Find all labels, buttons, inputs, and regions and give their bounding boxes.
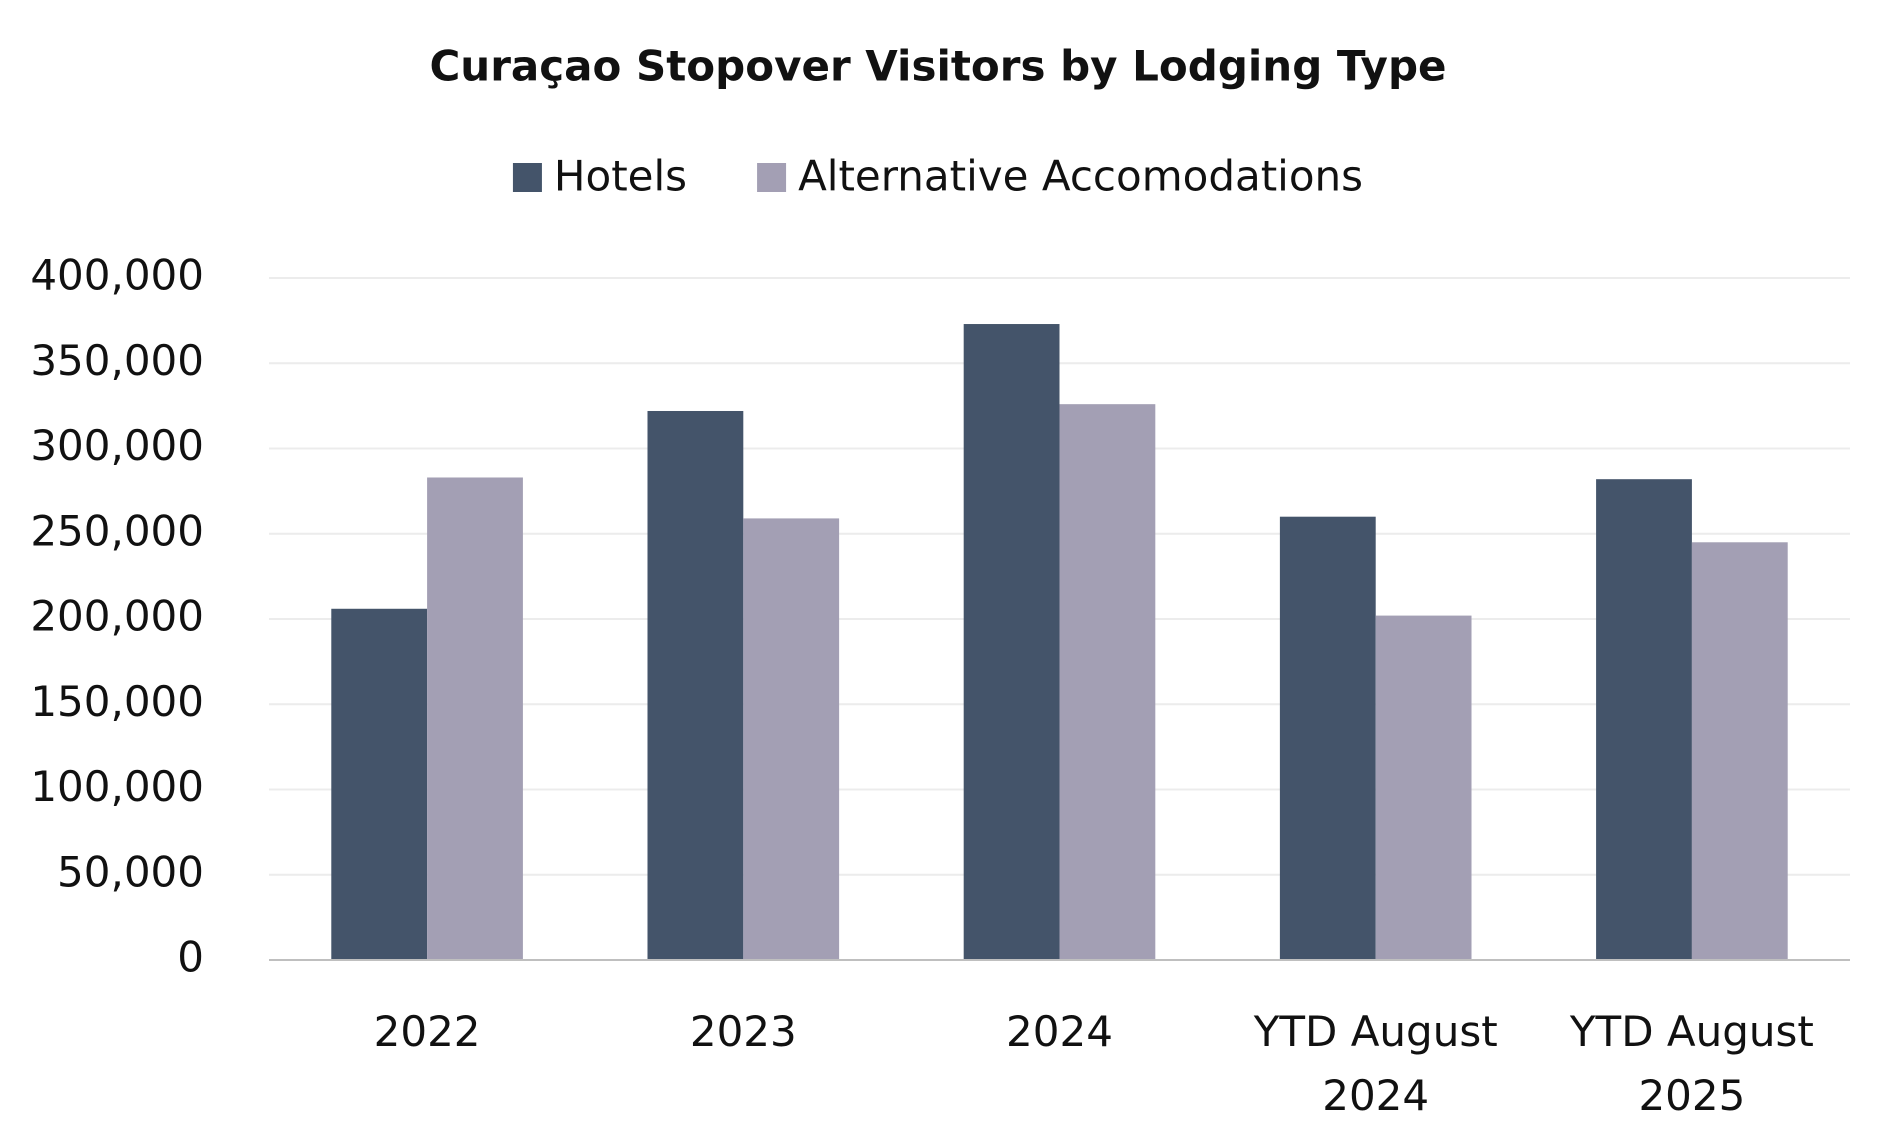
legend-label: Hotels	[554, 152, 687, 201]
y-tick-label: 150,000	[30, 677, 204, 726]
bar	[963, 324, 1060, 960]
legend-label: Alternative Accomodations	[798, 152, 1363, 201]
chart-title: Curaçao Stopover Visitors by Lodging Typ…	[429, 42, 1446, 91]
legend-swatch	[757, 163, 787, 192]
legend-swatch	[512, 163, 542, 192]
bar	[1375, 615, 1472, 960]
x-tick-label: 2022	[373, 1007, 481, 1056]
bar	[743, 518, 840, 960]
y-tick-label: 300,000	[30, 421, 204, 470]
x-tick-label: YTD August 2025	[1569, 1007, 1814, 1120]
bar	[1059, 404, 1156, 960]
y-tick-label: 200,000	[30, 592, 204, 641]
x-tick-label: 2024	[1006, 1007, 1113, 1056]
y-tick-label: 250,000	[30, 506, 204, 555]
y-tick-label: 350,000	[30, 336, 204, 385]
bar	[1596, 479, 1692, 960]
bar	[427, 477, 523, 960]
bar	[331, 608, 428, 960]
y-tick-label: 50,000	[57, 847, 204, 896]
y-tick-label: 400,000	[30, 251, 204, 300]
x-tick-label: 2023	[689, 1007, 797, 1056]
x-tick-label: YTD August 2024	[1253, 1007, 1498, 1120]
bar	[1691, 542, 1788, 960]
y-tick-label: 100,000	[30, 762, 204, 811]
bar	[1279, 516, 1376, 960]
bar	[647, 410, 744, 960]
y-tick-label: 0	[177, 933, 204, 982]
